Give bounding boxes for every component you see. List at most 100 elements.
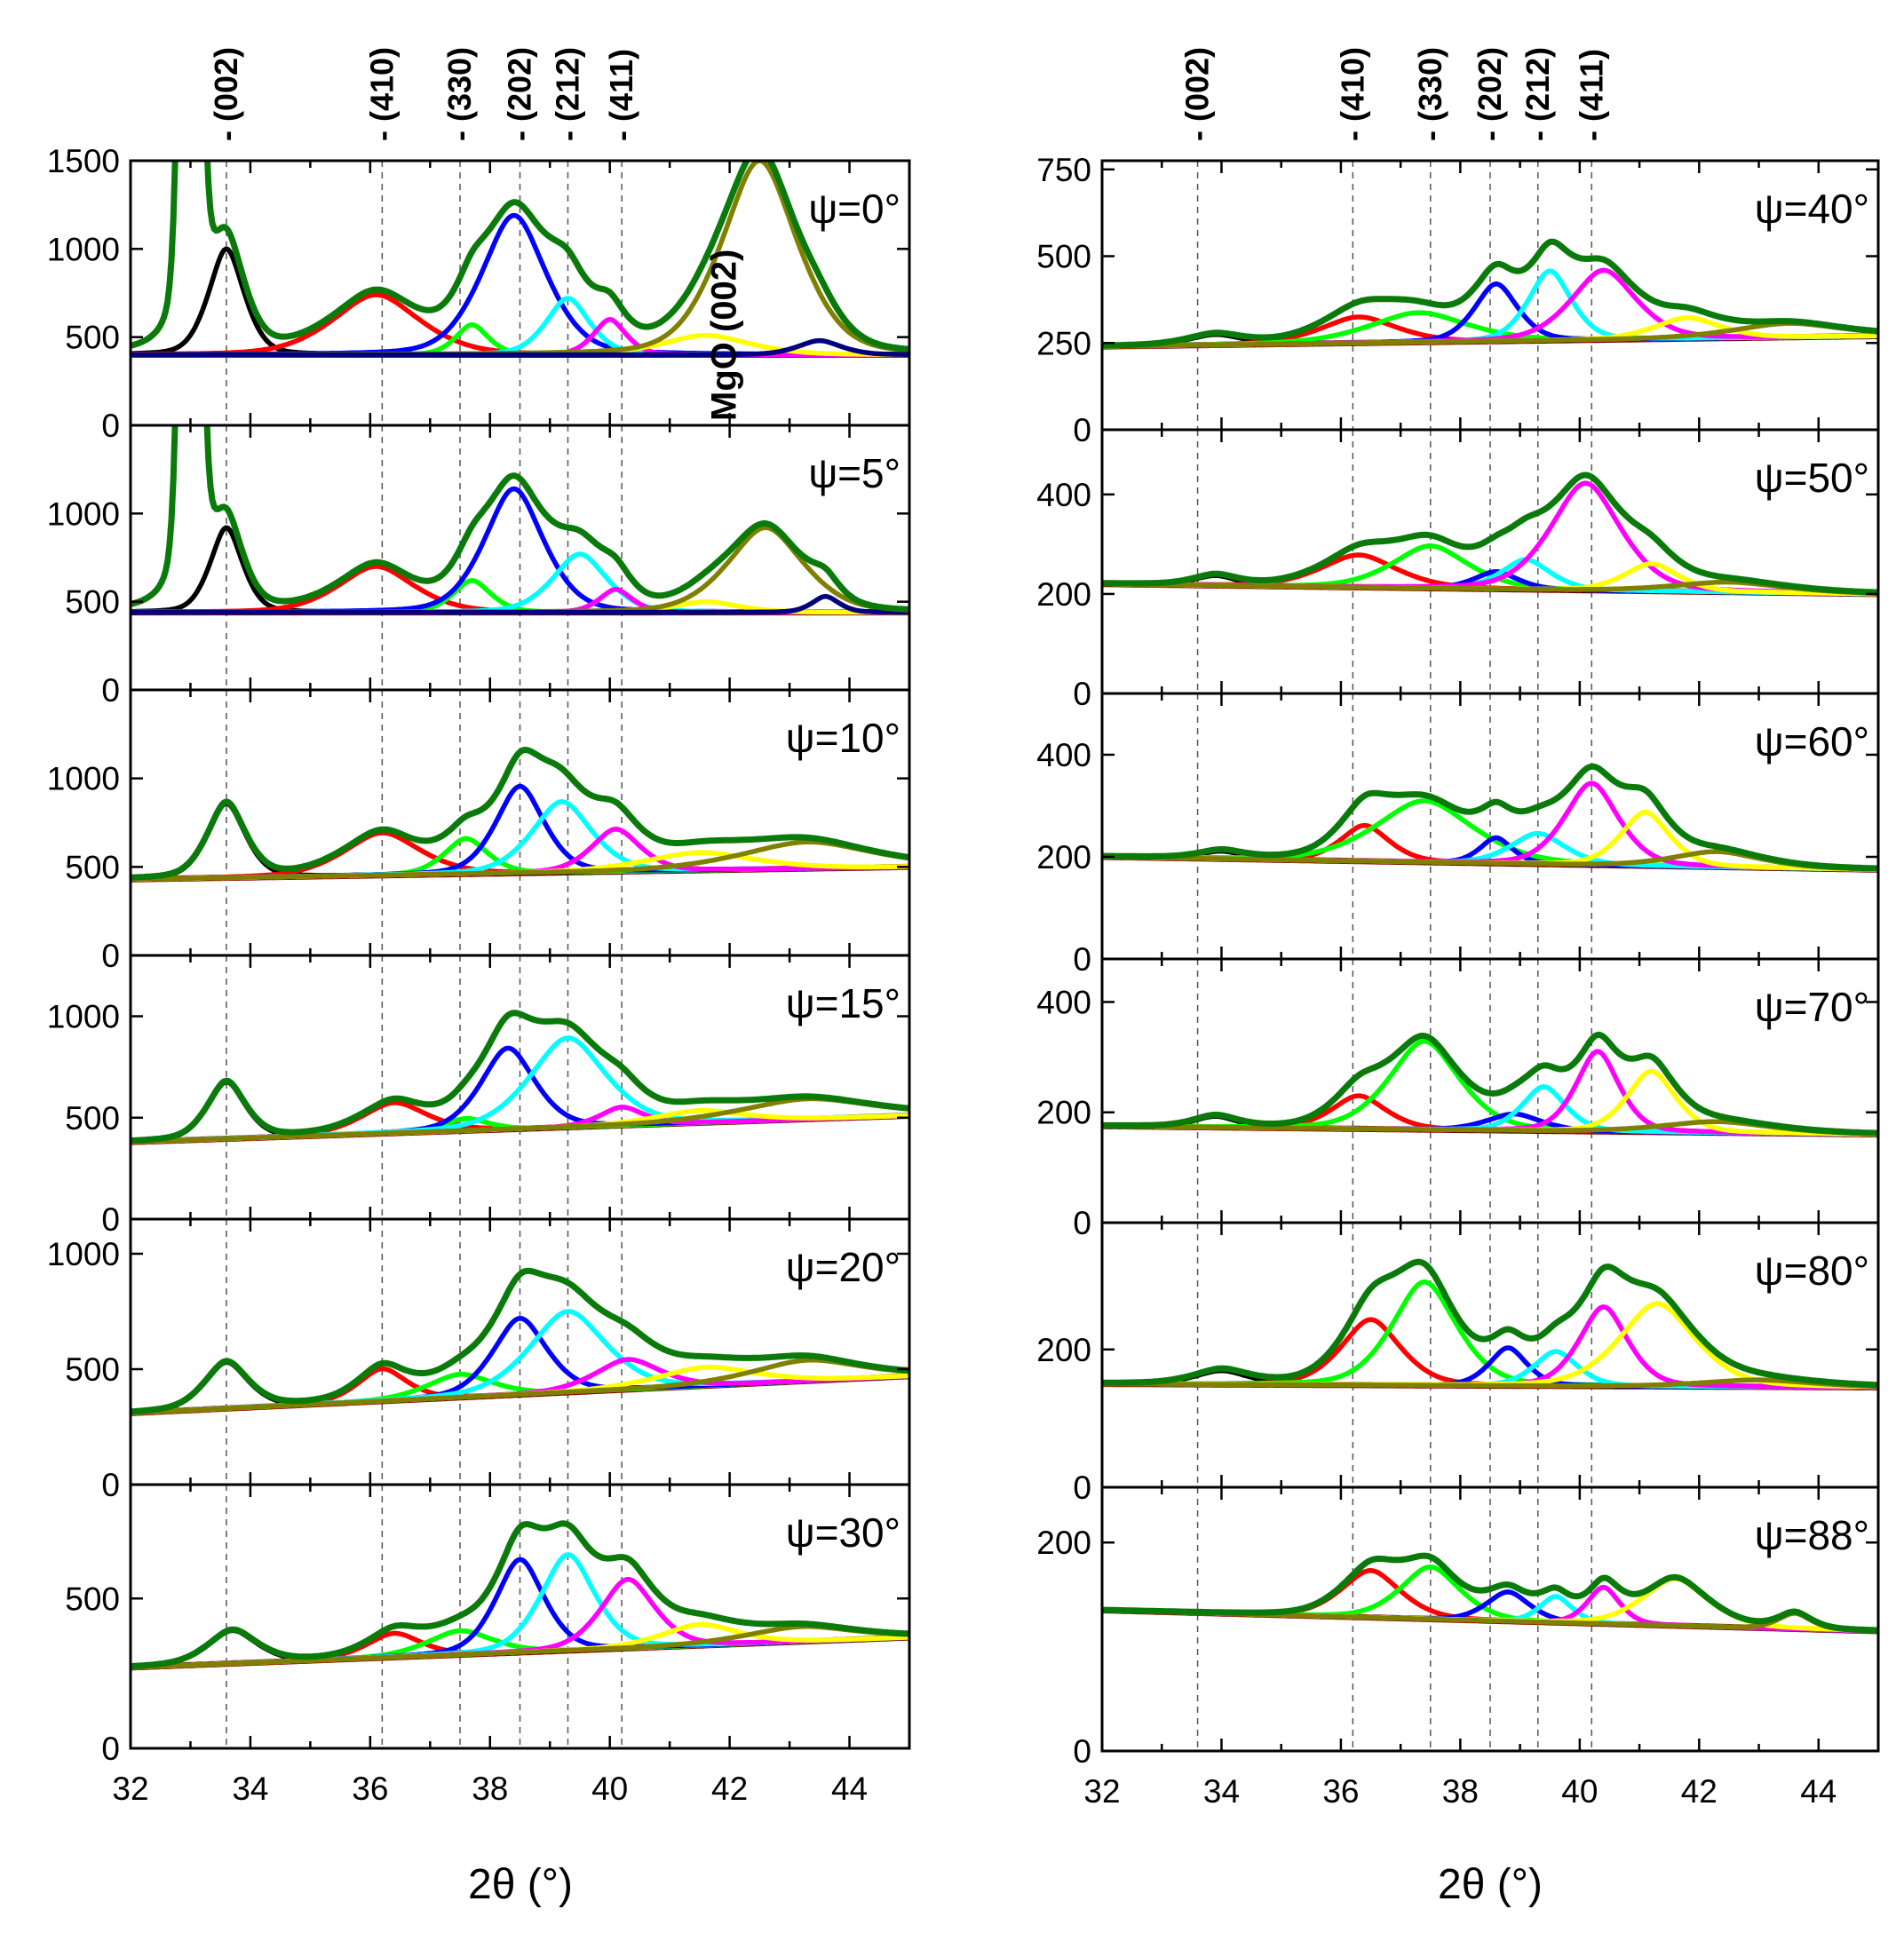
fit-component-mgo xyxy=(131,1624,909,1670)
fit-component-mgo xyxy=(131,839,909,882)
psi-label: ψ=30° xyxy=(786,1509,900,1556)
fit-component-mgo xyxy=(131,1096,909,1145)
y-tick-label: 200 xyxy=(1036,1095,1091,1131)
x-axis-label-right: 2θ (°) xyxy=(1438,1861,1543,1908)
peak-label: - (330) xyxy=(1412,47,1448,141)
measured-envelope-curve xyxy=(131,746,909,881)
peak-label: - (410) xyxy=(1334,47,1370,141)
psi-label: ψ=0° xyxy=(808,186,900,232)
peak-label: - (410) xyxy=(363,47,400,141)
measured-envelope-curve xyxy=(131,1520,909,1669)
fit-component-navy xyxy=(131,593,909,615)
panel-plot-area xyxy=(1102,161,1878,430)
y-tick-label: 500 xyxy=(65,320,120,356)
panel-plot-area xyxy=(1102,1487,1878,1751)
measured-envelope-curve xyxy=(1102,1031,1878,1137)
y-tick-label: 250 xyxy=(1036,325,1091,361)
x-axis-label-left: 2θ (°) xyxy=(468,1861,573,1908)
fit-component-navy xyxy=(131,337,909,358)
psi-label: ψ=15° xyxy=(786,980,900,1026)
measured-envelope-curve xyxy=(1102,1258,1878,1389)
y-tick-label: 0 xyxy=(101,408,120,444)
y-tick-label: 200 xyxy=(1036,1332,1091,1368)
panel-plot-area xyxy=(131,690,909,955)
x-tick-label: 42 xyxy=(711,1771,748,1807)
y-tick-label: 500 xyxy=(65,584,120,621)
y-tick-label: 500 xyxy=(65,1100,120,1137)
x-tick-label: 40 xyxy=(591,1771,628,1807)
peak-label: - (202) xyxy=(1472,47,1508,141)
x-tick-label: 40 xyxy=(1561,1773,1598,1810)
psi-label: ψ=5° xyxy=(808,450,900,496)
measured-envelope-curve xyxy=(1102,471,1878,596)
peak-label: - (002) xyxy=(1179,47,1216,141)
x-tick-label: 34 xyxy=(232,1771,268,1807)
x-tick-label: 44 xyxy=(1800,1773,1837,1810)
panel-plot-area xyxy=(131,161,909,425)
y-tick-label: 0 xyxy=(101,938,120,974)
measured-envelope-curve xyxy=(1102,238,1878,349)
psi-label: ψ=60° xyxy=(1755,718,1869,764)
psi-label: ψ=70° xyxy=(1755,984,1869,1030)
panel-plot-area xyxy=(1102,959,1878,1223)
y-tick-label: 0 xyxy=(101,1467,120,1503)
psi-label: ψ=20° xyxy=(786,1244,900,1290)
x-tick-label: 34 xyxy=(1203,1773,1240,1810)
y-tick-label: 0 xyxy=(1073,676,1091,712)
fit-component-p330 xyxy=(131,578,909,615)
y-tick-label: 400 xyxy=(1036,984,1091,1020)
y-tick-label: 1500 xyxy=(47,143,120,179)
peak-label: - (411) xyxy=(603,49,639,141)
panel-plot-area xyxy=(1102,1223,1878,1487)
psi-label: ψ=40° xyxy=(1755,186,1869,232)
y-tick-label: 0 xyxy=(1073,941,1091,978)
panel-plot-area xyxy=(131,425,909,690)
x-tick-label: 38 xyxy=(472,1771,508,1807)
y-tick-label: 500 xyxy=(65,1580,120,1617)
panel-plot-area xyxy=(131,1485,909,1748)
panel-frame xyxy=(1100,1485,1880,1753)
y-tick-label: 0 xyxy=(101,672,120,709)
panel-plot-area xyxy=(131,955,909,1219)
fit-component-mgo xyxy=(1102,321,1878,349)
fit-component-mgo xyxy=(131,1357,909,1416)
fit-component-mgo xyxy=(1102,1377,1878,1390)
y-tick-label: 200 xyxy=(1036,576,1091,613)
y-tick-label: 0 xyxy=(101,1201,120,1238)
psi-label: ψ=88° xyxy=(1755,1512,1869,1558)
peak-label: - (411) xyxy=(1573,49,1609,141)
y-tick-label: 0 xyxy=(101,1731,120,1767)
y-tick-label: 200 xyxy=(1036,1525,1091,1561)
measured-envelope-curve xyxy=(131,1267,909,1415)
y-tick-label: 1000 xyxy=(47,231,120,267)
psi-label: ψ=50° xyxy=(1755,455,1869,501)
measured-envelope-curve xyxy=(1102,1552,1878,1634)
x-tick-label: 42 xyxy=(1681,1773,1718,1810)
y-tick-label: 1000 xyxy=(47,495,120,532)
x-tick-label: 32 xyxy=(1083,1773,1120,1810)
y-tick-label: 400 xyxy=(1036,737,1091,773)
fit-component-p202 xyxy=(131,1316,909,1416)
x-tick-label: 36 xyxy=(1322,1773,1359,1810)
peak-label: - (212) xyxy=(549,47,585,141)
y-tick-label: 400 xyxy=(1036,477,1091,513)
y-tick-label: 0 xyxy=(1073,1205,1091,1241)
panel-plot-area xyxy=(131,1219,909,1485)
x-tick-label: 38 xyxy=(1442,1773,1479,1810)
y-tick-label: 500 xyxy=(65,849,120,885)
panel-plot-area xyxy=(1102,430,1878,693)
psi-label: ψ=10° xyxy=(786,715,900,761)
measured-envelope-curve xyxy=(131,161,909,353)
y-tick-label: 0 xyxy=(1073,1733,1091,1770)
x-tick-label: 32 xyxy=(112,1771,148,1807)
panel-plot-area xyxy=(1102,693,1878,959)
y-tick-label: 0 xyxy=(1073,1470,1091,1506)
measured-envelope-curve xyxy=(1102,763,1878,872)
y-tick-label: 500 xyxy=(65,1351,120,1388)
x-tick-label: 44 xyxy=(831,1771,868,1807)
y-tick-label: 0 xyxy=(1073,412,1091,448)
y-tick-label: 750 xyxy=(1036,152,1091,188)
measured-envelope-curve xyxy=(131,425,909,613)
y-tick-label: 500 xyxy=(1036,239,1091,275)
